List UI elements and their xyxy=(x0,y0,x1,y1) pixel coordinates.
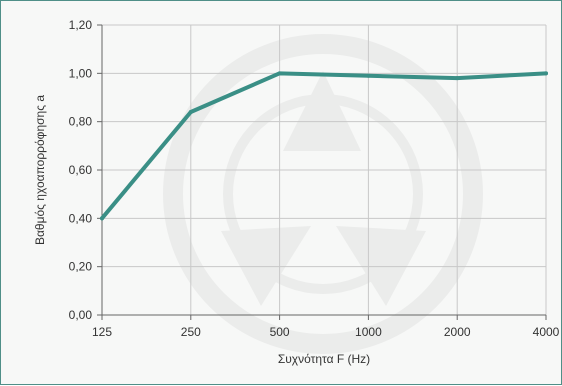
y-tick-label: 1,20 xyxy=(69,18,93,32)
x-tick-label: 1000 xyxy=(355,325,382,339)
x-tick-label: 125 xyxy=(92,325,112,339)
y-tick-label: 0,80 xyxy=(69,115,93,129)
series-point xyxy=(366,73,371,78)
series-point xyxy=(188,110,193,114)
x-tick-label: 250 xyxy=(181,325,201,339)
series-point xyxy=(455,76,460,81)
y-tick-label: 1,00 xyxy=(69,66,93,80)
x-tick-label: 2000 xyxy=(444,325,471,339)
y-axis-title: Βαθμός ηχοαπορρόφησης a xyxy=(33,95,47,245)
x-axis-title: Συχνότητα F (Hz) xyxy=(278,352,370,366)
y-tick-label: 0,00 xyxy=(69,308,93,322)
x-tick-label: 500 xyxy=(270,325,290,339)
series-point xyxy=(277,71,282,76)
series-point xyxy=(544,71,548,76)
y-tick-label: 0,60 xyxy=(69,163,93,177)
y-tick-label: 0,40 xyxy=(69,211,93,225)
y-tick-label: 0,20 xyxy=(69,260,93,274)
x-tick-label: 4000 xyxy=(533,325,560,339)
series-point xyxy=(100,216,104,221)
watermark-logo xyxy=(163,34,483,354)
series-line xyxy=(100,71,548,221)
